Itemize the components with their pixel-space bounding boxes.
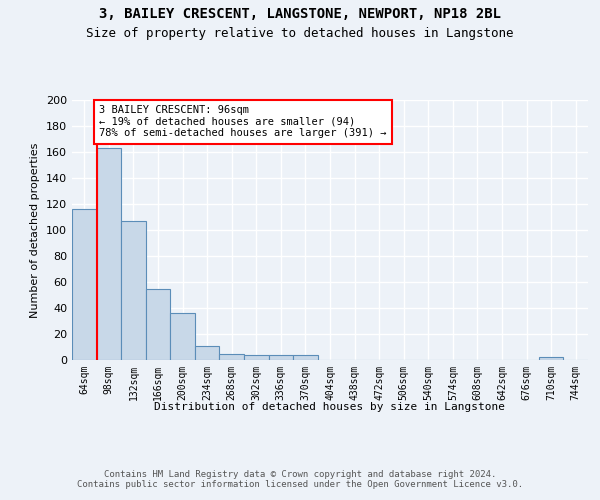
Bar bbox=[97, 148, 121, 360]
Bar bbox=[293, 355, 318, 360]
Bar bbox=[220, 354, 244, 360]
Text: Distribution of detached houses by size in Langstone: Distribution of detached houses by size … bbox=[155, 402, 505, 412]
Bar bbox=[146, 288, 170, 360]
Y-axis label: Number of detached properties: Number of detached properties bbox=[31, 142, 40, 318]
Text: 3, BAILEY CRESCENT, LANGSTONE, NEWPORT, NP18 2BL: 3, BAILEY CRESCENT, LANGSTONE, NEWPORT, … bbox=[99, 8, 501, 22]
Text: Contains HM Land Registry data © Crown copyright and database right 2024.
Contai: Contains HM Land Registry data © Crown c… bbox=[77, 470, 523, 490]
Bar bbox=[170, 313, 195, 360]
Text: Size of property relative to detached houses in Langstone: Size of property relative to detached ho… bbox=[86, 28, 514, 40]
Bar bbox=[269, 355, 293, 360]
Bar bbox=[121, 221, 146, 360]
Bar bbox=[539, 358, 563, 360]
Bar bbox=[72, 209, 97, 360]
Bar bbox=[244, 355, 269, 360]
Bar bbox=[195, 346, 220, 360]
Text: 3 BAILEY CRESCENT: 96sqm
← 19% of detached houses are smaller (94)
78% of semi-d: 3 BAILEY CRESCENT: 96sqm ← 19% of detach… bbox=[99, 105, 386, 138]
